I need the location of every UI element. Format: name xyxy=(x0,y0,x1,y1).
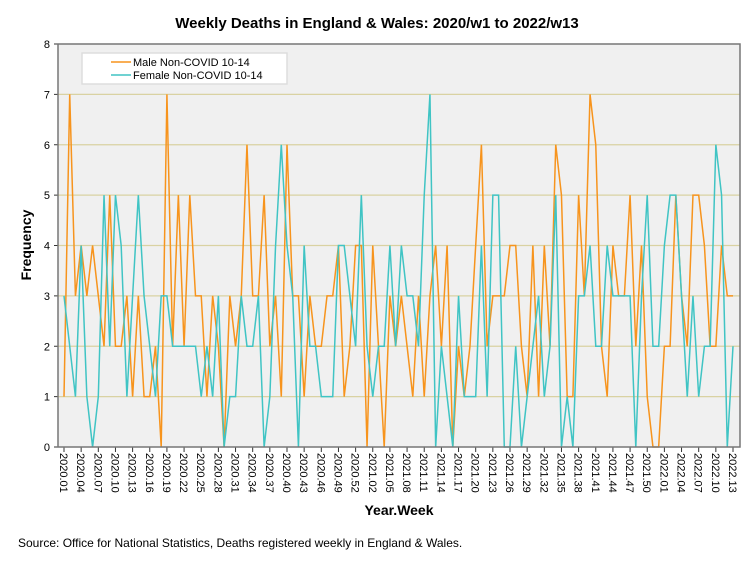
x-tick-label: 2021.05 xyxy=(383,453,395,493)
x-tick-label: 2021.17 xyxy=(452,453,464,493)
x-tick-label: 2020.13 xyxy=(126,453,138,493)
x-tick-label: 2020.52 xyxy=(349,453,361,493)
x-tick-label: 2020.31 xyxy=(229,453,241,493)
x-tick-label: 2020.43 xyxy=(297,453,309,493)
x-tick-label: 2020.01 xyxy=(57,453,69,493)
x-tick-label: 2021.08 xyxy=(400,453,412,493)
x-tick-label: 2021.20 xyxy=(469,453,481,493)
x-tick-label: 2021.38 xyxy=(572,453,584,493)
x-tick-label: 2021.26 xyxy=(503,453,515,493)
x-tick-label: 2020.37 xyxy=(263,453,275,493)
x-tick-label: 2020.07 xyxy=(91,453,103,493)
x-tick-label: 2021.23 xyxy=(486,453,498,493)
x-tick-label: 2021.50 xyxy=(640,453,652,493)
source-note: Source: Office for National Statistics, … xyxy=(18,536,462,550)
y-tick-label: 4 xyxy=(44,241,50,253)
y-tick-label: 6 xyxy=(44,140,50,152)
x-tick-label: 2020.22 xyxy=(177,453,189,493)
x-tick-label: 2020.19 xyxy=(160,453,172,493)
chart-title: Weekly Deaths in England & Wales: 2020/w… xyxy=(175,15,579,32)
x-tick-label: 2020.25 xyxy=(194,453,206,493)
x-tick-label: 2021.44 xyxy=(606,453,618,493)
x-tick-label: 2021.47 xyxy=(623,453,635,493)
plot-border xyxy=(57,43,741,448)
x-tick-label: 2022.04 xyxy=(675,453,687,493)
legend-label: Female Non-COVID 10-14 xyxy=(133,70,263,82)
y-tick-label: 5 xyxy=(44,190,50,202)
y-axis-label: Frequency xyxy=(18,209,34,280)
x-tick-label: 2022.13 xyxy=(726,453,738,493)
y-tick-label: 2 xyxy=(44,341,50,353)
y-tick-label: 0 xyxy=(44,442,50,454)
x-tick-label: 2022.07 xyxy=(692,453,704,493)
legend xyxy=(81,52,288,85)
x-tick-label: 2020.40 xyxy=(280,453,292,493)
x-axis-label: Year.Week xyxy=(364,502,433,518)
x-tick-label: 2020.49 xyxy=(331,453,343,493)
x-tick-label: 2020.10 xyxy=(108,453,120,493)
x-tick-label: 2021.29 xyxy=(520,453,532,493)
x-tick-label: 2020.16 xyxy=(143,453,155,493)
series-line-female xyxy=(63,94,734,448)
x-tick-label: 2020.46 xyxy=(314,453,326,493)
y-tick-label: 3 xyxy=(44,291,50,303)
x-tick-label: 2021.32 xyxy=(537,453,549,493)
x-tick-label: 2021.35 xyxy=(554,453,566,493)
x-tick-label: 2021.02 xyxy=(366,453,378,493)
x-tick-label: 2021.11 xyxy=(417,453,429,492)
x-tick-label: 2021.14 xyxy=(434,453,446,493)
x-tick-label: 2021.41 xyxy=(589,453,601,493)
y-tick-label: 7 xyxy=(44,89,50,101)
x-tick-label: 2022.10 xyxy=(709,453,721,493)
x-tick-label: 2022.01 xyxy=(657,453,669,493)
legend-label: Male Non-COVID 10-14 xyxy=(133,57,250,69)
x-tick-label: 2020.28 xyxy=(211,453,223,493)
x-tick-label: 2020.34 xyxy=(246,453,258,493)
y-tick-label: 8 xyxy=(44,39,50,51)
y-tick-label: 1 xyxy=(44,392,50,404)
x-tick-label: 2020.04 xyxy=(74,453,86,493)
